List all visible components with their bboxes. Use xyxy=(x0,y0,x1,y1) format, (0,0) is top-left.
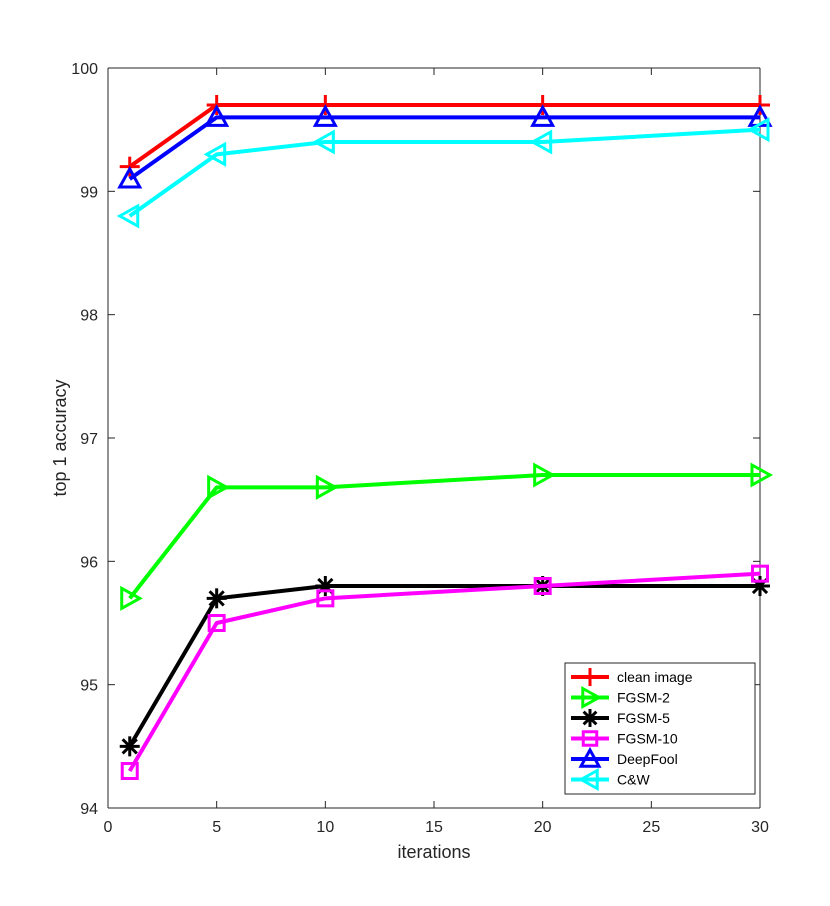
x-tick-label: 25 xyxy=(642,819,660,836)
legend-label: FGSM-2 xyxy=(617,690,670,706)
series-line xyxy=(128,127,761,218)
legend-entry: FGSM-10 xyxy=(571,730,678,747)
x-tick-label: 5 xyxy=(212,819,221,836)
triangle-right-marker xyxy=(120,585,143,611)
data-point xyxy=(581,668,599,686)
series-c-w xyxy=(116,117,770,229)
y-tick-label: 100 xyxy=(71,61,98,78)
x-tick-label: 15 xyxy=(425,819,443,836)
data-point xyxy=(116,203,140,229)
data-point xyxy=(577,767,599,792)
y-tick-label: 94 xyxy=(80,801,98,818)
legend-entry: FGSM-5 xyxy=(571,709,670,727)
data-point xyxy=(204,104,230,127)
square-marker xyxy=(751,564,769,583)
triangle-left-marker xyxy=(312,129,335,155)
axes: 0 5 10 15 20 25 30 94 95 96 97 98 99 100 xyxy=(71,61,769,836)
triangle-up-marker xyxy=(312,104,338,127)
triangle-left-marker xyxy=(746,117,770,143)
legend-entry: C&W xyxy=(571,767,650,792)
data-point xyxy=(312,129,335,155)
legend-label: DeepFool xyxy=(617,751,678,767)
series-lines xyxy=(116,95,774,780)
y-tick-label: 97 xyxy=(80,431,98,448)
data-point xyxy=(529,129,553,155)
data-point xyxy=(533,577,552,595)
data-point xyxy=(581,685,603,710)
y-tick-label: 98 xyxy=(80,308,98,325)
data-point xyxy=(315,474,339,500)
legend-label: clean image xyxy=(617,669,693,685)
series-line xyxy=(128,473,760,600)
triangle-up-marker xyxy=(117,165,143,189)
series-line xyxy=(128,115,760,181)
legend-entry: DeepFool xyxy=(571,746,678,768)
asterisk-marker-stroke xyxy=(582,710,598,726)
series-fgsm-10 xyxy=(120,564,769,780)
data-point xyxy=(203,141,227,167)
square-marker xyxy=(120,762,139,780)
triangle-right-marker xyxy=(533,462,556,488)
asterisk-marker-stroke xyxy=(121,738,138,755)
x-axis-label: iterations xyxy=(397,842,470,862)
data-point xyxy=(750,462,774,488)
x-tick-label: 20 xyxy=(534,819,552,836)
asterisk-marker-stroke xyxy=(208,590,225,607)
data-point xyxy=(746,117,770,143)
x-tick-label: 0 xyxy=(104,819,113,836)
x-tick-label: 10 xyxy=(316,819,334,836)
triangle-left-marker xyxy=(203,141,227,167)
triangle-up-marker xyxy=(530,104,556,127)
legend-label: C&W xyxy=(617,772,650,788)
square-marker xyxy=(316,589,335,608)
series-line xyxy=(128,571,761,773)
legend: clean image FGSM-2 FGSM-5 FGSM-10 DeepFool C&… xyxy=(564,662,756,795)
square-marker xyxy=(581,730,599,747)
triangle-right-marker xyxy=(315,474,339,500)
data-point xyxy=(530,104,556,127)
series-deepfool xyxy=(117,104,773,189)
triangle-left-marker xyxy=(116,203,140,229)
triangle-left-marker xyxy=(529,129,553,155)
data-point xyxy=(312,104,338,127)
data-point xyxy=(751,564,769,583)
square-marker xyxy=(207,614,226,632)
triangle-up-marker xyxy=(204,104,230,127)
data-point xyxy=(120,762,139,780)
data-point xyxy=(581,730,599,747)
data-point xyxy=(120,585,143,611)
data-point xyxy=(578,746,602,768)
triangle-right-marker xyxy=(581,685,603,710)
triangle-right-marker xyxy=(207,474,230,500)
data-point xyxy=(206,588,227,609)
y-axis-label: top 1 accuracy xyxy=(50,379,70,496)
triangle-right-marker xyxy=(750,462,774,488)
legend-label: FGSM-5 xyxy=(617,710,670,726)
data-point xyxy=(533,462,556,488)
series-fgsm-2 xyxy=(120,462,774,611)
legend-entry: FGSM-2 xyxy=(571,685,670,710)
data-point xyxy=(316,589,335,608)
y-tick-label: 95 xyxy=(80,678,98,695)
square-marker xyxy=(533,577,552,595)
legend-label: FGSM-10 xyxy=(617,731,678,747)
y-tick-label: 96 xyxy=(80,554,98,571)
data-point xyxy=(207,614,226,632)
data-point xyxy=(117,165,143,189)
legend-entry: clean image xyxy=(571,668,693,686)
triangle-up-marker xyxy=(578,746,602,768)
triangle-left-marker xyxy=(577,767,599,792)
data-point xyxy=(207,474,230,500)
x-tick-label: 30 xyxy=(751,819,769,836)
data-point xyxy=(119,736,140,757)
data-point xyxy=(581,709,599,727)
y-tick-label: 99 xyxy=(80,184,98,201)
